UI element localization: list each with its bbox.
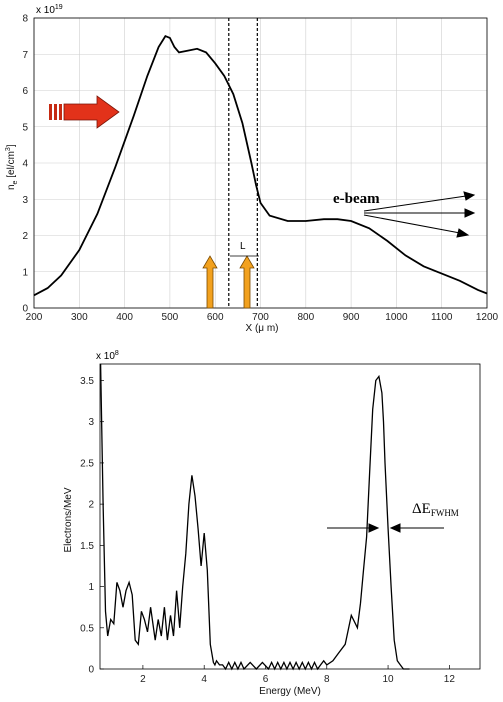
orange-up-arrow-icon: [202, 255, 218, 309]
chart2-y-tick-label: 1: [88, 582, 94, 593]
chart2-y-tick-label: 3: [88, 417, 94, 428]
chart1-y-tick-label: 3: [22, 195, 28, 206]
chart2-y-tick-label: 1.5: [80, 541, 94, 552]
chart2-plot-frame: [99, 363, 481, 670]
chart1-x-tick-label: 600: [207, 312, 224, 323]
chart2-y-tick-label: 3.5: [80, 376, 94, 387]
fwhm-subscript: FWHM: [431, 508, 459, 518]
orange-up-arrow-icon: [239, 255, 255, 309]
chart1-x-tick-label: 1200: [476, 312, 499, 323]
chart2-x-ticks: 2 4 6 8 10 12: [140, 665, 455, 685]
laser-arrow-icon: [49, 95, 120, 129]
chart1-plot-frame: [33, 17, 488, 309]
chart2-y-axis-label: Electrons/MeV: [63, 487, 74, 552]
chart2-x-axis-label: Energy (MeV): [259, 686, 321, 697]
e-beam-label: e-beam: [333, 191, 380, 207]
chart1-y-ticks: 0 1 2 3 4 5 6 7 8: [22, 14, 28, 315]
density-curve: [33, 34, 488, 297]
chart2-x-tick-label: 4: [201, 674, 207, 685]
chart1-y-tick-label: 8: [22, 14, 28, 25]
chart1-y-multiplier: x 1019: [36, 4, 63, 16]
chart1-x-tick-label: 800: [297, 312, 314, 323]
chart2-y-multiplier: x 108: [96, 350, 119, 362]
chart2-x-tick-label: 6: [263, 674, 269, 685]
chart1-x-tick-label: 200: [26, 312, 43, 323]
chart1-y-tick-label: 5: [22, 122, 28, 133]
chart1-x-ticks: 200 300 400 500 600 700 800 900 1000 1100 1200: [26, 312, 499, 323]
chart1-y-tick-label: 0: [22, 304, 28, 315]
density-profile-chart: 0 1 2 3 4 5 6 7 8 200 300 400 500 600 700 800 900 1000 11…: [5, 4, 499, 334]
chart1-y-axis-label: ne [el/cm3]: [5, 144, 19, 190]
chart1-y-tick-label: 7: [22, 50, 28, 61]
chart1-y-tick-label: 2: [22, 231, 28, 242]
chart2-y-tick-label: 2: [88, 500, 94, 511]
chart2-x-tick-label: 2: [140, 674, 146, 685]
chart1-vlines: [228, 18, 258, 308]
chart1-x-tick-label: 500: [162, 312, 179, 323]
chart1-x-tick-label: 1000: [385, 312, 408, 323]
chart1-y-tick-label: 4: [22, 159, 28, 170]
chart1-x-tick-label: 400: [116, 312, 133, 323]
chart1-x-tick-label: 700: [252, 312, 269, 323]
chart2-y-tick-label: 2.5: [80, 458, 94, 469]
e-beam-arrows-icon: [363, 191, 476, 238]
fwhm-label: ΔEFWHM: [412, 501, 459, 518]
chart2-y-tick-label: 0: [88, 665, 94, 676]
fwhm-delta: ΔE: [412, 501, 431, 517]
fwhm-arrows-icon: [327, 523, 444, 533]
chart2-x-tick-label: 12: [444, 674, 456, 685]
chart1-x-tick-label: 900: [343, 312, 360, 323]
energy-spectrum-chart: 0 0.5 1 1.5 2 2.5 3 3.5 2 4 6 8 10 12 x 108 Electron…: [63, 350, 481, 697]
chart1-y-tick-label: 1: [22, 267, 28, 278]
chart2-y-tick-label: 0.5: [80, 623, 94, 634]
chart2-x-tick-label: 8: [324, 674, 330, 685]
chart1-y-tick-label: 6: [22, 86, 28, 97]
chart1-x-axis-label: X (μ m): [246, 323, 279, 334]
spectrum-curve: [99, 363, 410, 671]
width-label: L: [240, 241, 246, 252]
chart1-x-tick-label: 1100: [431, 312, 453, 323]
chart2-x-tick-label: 10: [383, 674, 395, 685]
chart1-x-tick-label: 300: [71, 312, 88, 323]
